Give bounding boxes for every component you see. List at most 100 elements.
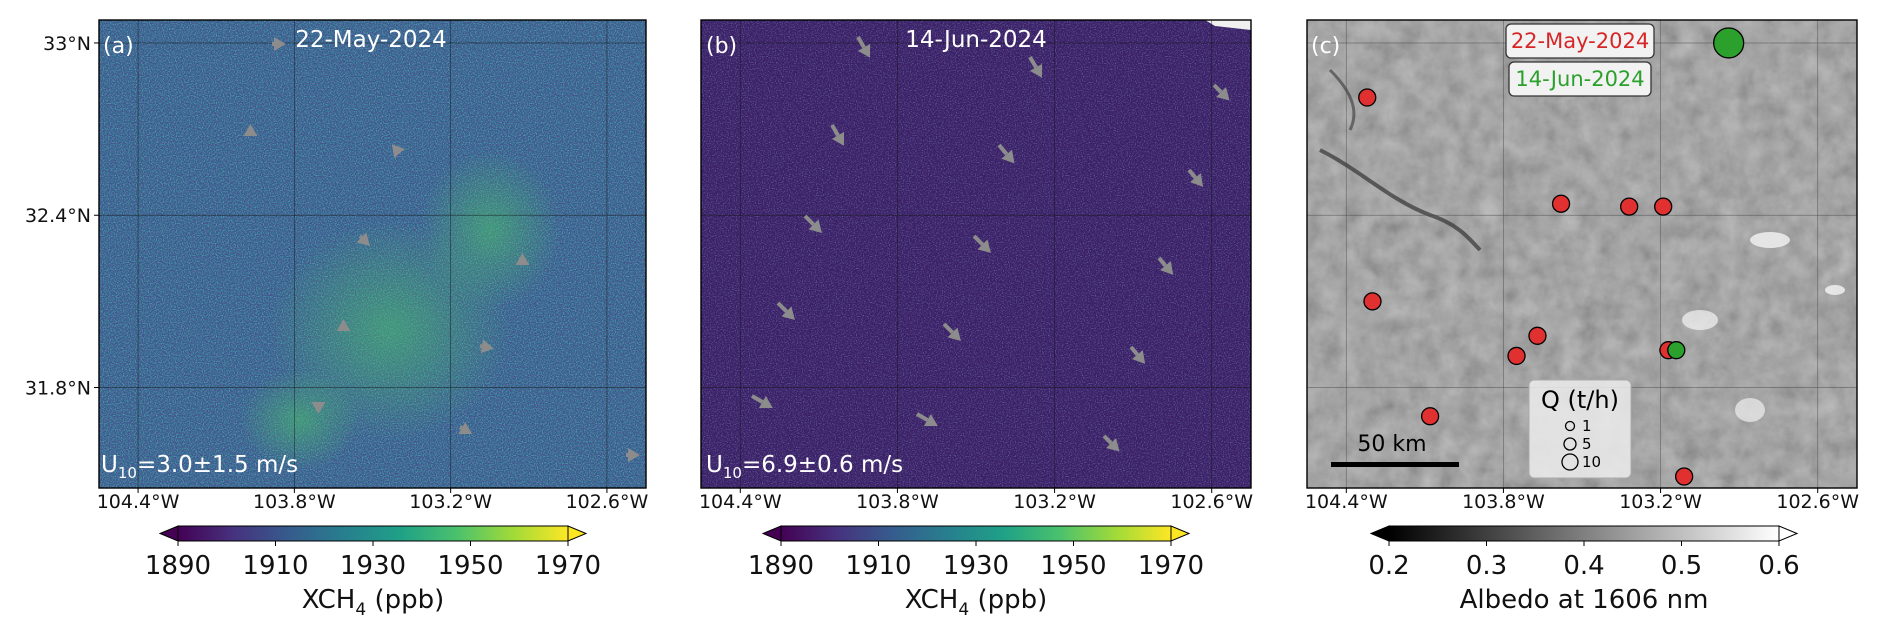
colorbar-tick-label: 1930 (340, 551, 406, 581)
source-dot-may (1507, 346, 1526, 366)
panel-a-wind-arrows (243, 37, 640, 462)
wind-arrow-head (1216, 87, 1230, 101)
x-tick-label: 104.4°W (1305, 491, 1388, 513)
q-legend-value: 1 (1582, 417, 1592, 435)
colorbar-tick-label: 1970 (535, 551, 601, 581)
x-tick-label: 102.6°W (1170, 491, 1253, 513)
wind-arrow-head (857, 43, 871, 58)
q-legend-title: Q (t/h) (1541, 386, 1619, 414)
source-dot-may (1420, 407, 1440, 426)
colorbar-tick-label: 0.3 (1466, 551, 1507, 581)
colorbar-tick-label: 0.4 (1563, 551, 1604, 581)
source-dot-jun (1667, 341, 1686, 360)
wind-arrow-head (311, 401, 326, 415)
wind-arrow-head (1160, 261, 1174, 275)
wind-arrow-shaft (803, 214, 815, 226)
panel-a-image (99, 20, 646, 488)
panel-c-frame (1306, 19, 1858, 489)
panel-c: (c) 22-May-2024 14-Jun-2024 50 km Q (t/h… (1306, 19, 1858, 489)
wind-arrow-head (628, 448, 640, 462)
colorbar-1: 1890 1910 1930 1950 1970 XCH4 (ppb) (748, 525, 1204, 620)
x-tick-labels: 104.4°W 103.8°W 103.2°W 102.6°W 104.4°W 103.8… (97, 488, 1859, 513)
wind-arrow-head (1029, 63, 1043, 78)
wind-arrow-shaft (972, 234, 984, 246)
panel-b-title: 14-Jun-2024 (905, 27, 1047, 53)
colorbar-label: Albedo at 1606 nm (1460, 585, 1709, 615)
source-dot-may (1551, 194, 1571, 213)
panel-c-letter: (c) (1311, 34, 1340, 59)
colorbar-label: XCH4 (ppb) (905, 585, 1048, 620)
wind-arrow-head (977, 239, 991, 253)
colorbar-tick-label: 1890 (145, 551, 211, 581)
colorbar-tick-label: 1950 (437, 551, 503, 581)
colorbars: 1890 1910 1930 1950 1970 XCH4 (ppb) 1890 1910 19… (145, 525, 1800, 620)
wind-arrow-shaft (916, 412, 929, 422)
wind-arrow-shaft (776, 301, 788, 313)
x-tick-label: 102.6°W (566, 491, 649, 513)
q-legend-marker (1563, 437, 1577, 451)
panel-a-wind-speed: U10=3.0±1.5 m/s (101, 452, 298, 482)
panel-b-letter: (b) (706, 34, 737, 59)
colorbar-gradient (177, 525, 569, 542)
wind-arrow-shaft (856, 35, 866, 49)
wind-arrow-head (781, 306, 795, 320)
x-tick-label: 103.8°W (253, 491, 336, 513)
panel-b: (b) 14-Jun-2024 U10=6.9±0.6 m/s (700, 19, 1252, 489)
wind-arrow-head (758, 395, 773, 409)
wind-arrow-head (515, 252, 530, 266)
q-legend-value: 5 (1582, 435, 1592, 453)
colorbar-tick-label: 0.2 (1368, 551, 1409, 581)
wind-arrow-head (391, 144, 405, 158)
scale-bar-label: 50 km (1357, 432, 1426, 457)
x-tick-label: 103.8°W (1462, 491, 1545, 513)
colorbar-0: 1890 1910 1930 1950 1970 XCH4 (ppb) (145, 525, 601, 620)
source-dot-may (1358, 88, 1377, 107)
y-tick-label: 31.8°N (25, 378, 91, 400)
wind-arrow-shaft (751, 394, 764, 404)
wind-arrow-shaft (1157, 256, 1167, 267)
colorbar-tick-label: 1950 (1040, 551, 1106, 581)
panel-b-image (701, 20, 1251, 488)
wind-arrow-shaft (1212, 83, 1223, 94)
q-legend-value: 10 (1582, 453, 1601, 471)
wind-arrow-shaft (358, 234, 363, 239)
colorbar-extend-high (1170, 525, 1191, 542)
q-legend-box (1528, 379, 1632, 479)
source-dot-may (1654, 197, 1673, 216)
wind-arrow-head (274, 37, 286, 51)
colorbar-extend-low (761, 525, 782, 542)
wind-arrow-shaft (997, 143, 1009, 156)
legend-jun-label: 14-Jun-2024 (1515, 67, 1644, 91)
wind-arrow-head (808, 219, 822, 233)
panel-a-frame (98, 19, 647, 489)
source-dot-may (1619, 197, 1639, 216)
wind-arrow-head (336, 318, 351, 332)
source-dot-may (1363, 292, 1382, 311)
colorbar-extend-high (567, 525, 588, 542)
scale-bar (1331, 462, 1459, 467)
legend-may-label: 22-May-2024 (1511, 29, 1649, 53)
wind-arrow-head (947, 327, 961, 341)
colorbar-extend-low (1369, 525, 1390, 542)
colorbar-extend-low (158, 525, 179, 542)
colorbar-gradient (780, 525, 1172, 542)
panel-b-gridlines (701, 20, 1251, 488)
colorbar-tick-label: 0.6 (1758, 551, 1799, 581)
panel-b-wind-speed: U10=6.9±0.6 m/s (706, 452, 903, 482)
panel-a-title: 22-May-2024 (295, 27, 447, 53)
x-tick-label: 103.2°W (1013, 491, 1096, 513)
x-tick-label: 102.6°W (1776, 491, 1859, 513)
q-legend-marker (1561, 453, 1579, 471)
wind-arrow-shaft (830, 123, 840, 137)
panel-b-frame (700, 19, 1252, 489)
y-tick-labels: 33°N 32.4°N 31.8°N (25, 33, 99, 400)
y-tick-label: 33°N (43, 33, 91, 55)
wind-arrow-shaft (1129, 345, 1139, 356)
wind-arrow-shaft (459, 425, 463, 430)
wind-arrow-head (458, 421, 473, 435)
x-tick-label: 103.2°W (1619, 491, 1702, 513)
source-dot-may (1674, 467, 1694, 486)
wind-arrow-head (1132, 350, 1146, 364)
